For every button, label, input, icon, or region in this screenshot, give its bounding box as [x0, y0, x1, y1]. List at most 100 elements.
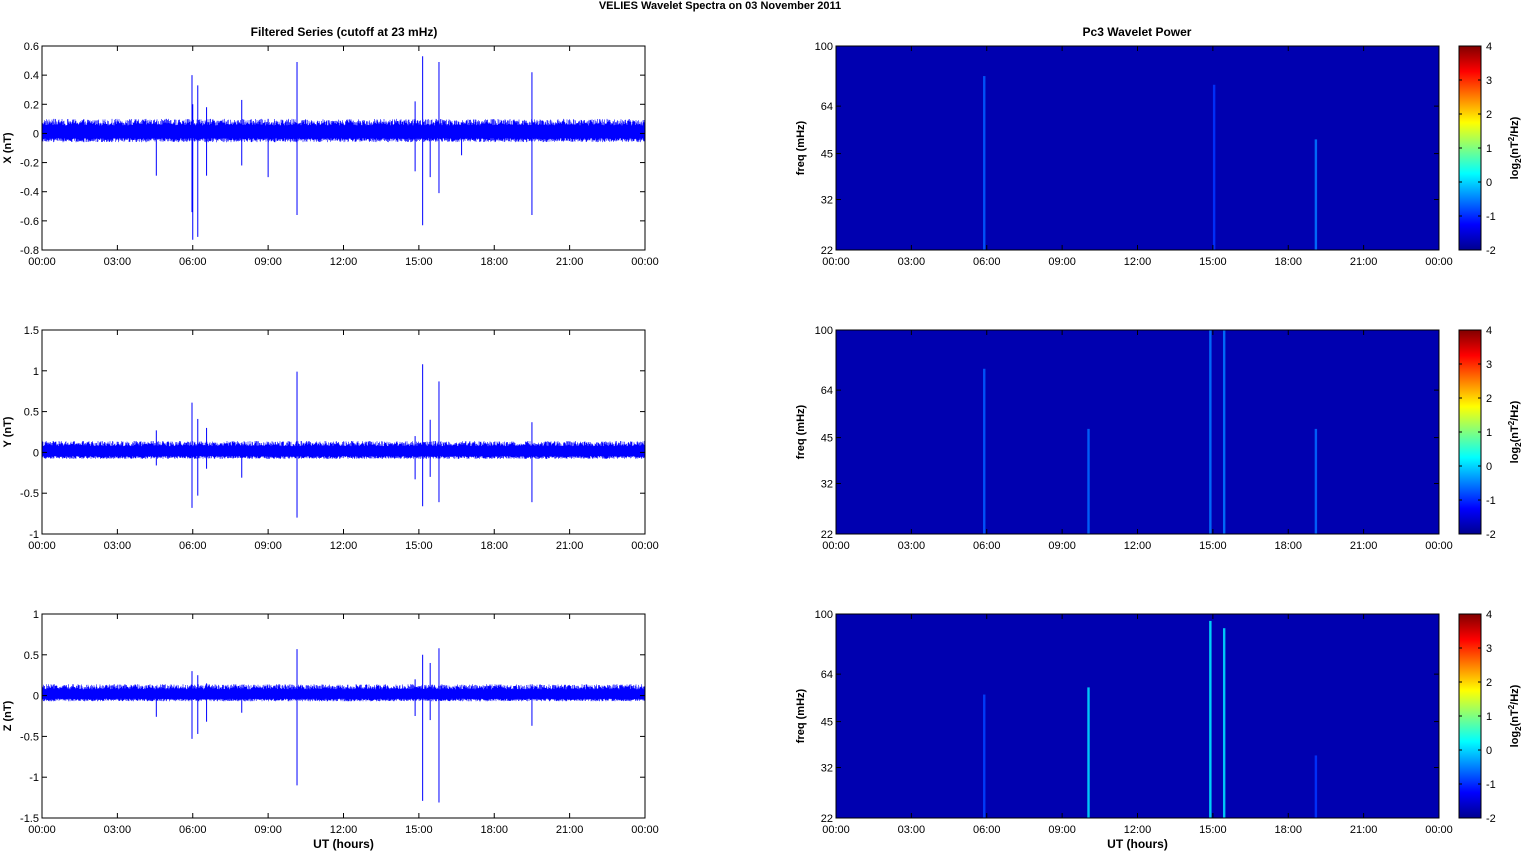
- y-tick-label: 32: [821, 479, 833, 491]
- x-tick-label: 09:00: [254, 540, 282, 552]
- x-tick-label: 21:00: [556, 256, 584, 268]
- colorbar-tick-label: 1: [1486, 427, 1492, 439]
- y-tick-label: 22: [821, 529, 833, 541]
- x-tick-label: 03:00: [104, 256, 132, 268]
- y-tick-label: 0.6: [24, 41, 39, 53]
- x-axis-label: UT (hours): [1107, 837, 1168, 851]
- colorbar-label-part: (nT: [1509, 141, 1521, 158]
- y-tick-label: 0.5: [24, 650, 39, 662]
- y-tick-label: 100: [815, 41, 833, 53]
- colorbar-label-subscript: 2: [1514, 726, 1523, 731]
- spectrum-burst-4: [1314, 428, 1318, 534]
- y-axis-label: X (nT): [2, 132, 14, 163]
- colorbar-tick-label: -1: [1486, 211, 1496, 223]
- x-tick-label: 21:00: [1350, 540, 1378, 552]
- y-tick-label: 0: [33, 128, 39, 140]
- x-tick-label: 15:00: [1199, 824, 1227, 836]
- left-column-title: Filtered Series (cutoff at 23 mHz): [251, 25, 438, 39]
- x-tick-label: 18:00: [480, 824, 508, 836]
- colorbar-label-superscript: 2: [1507, 420, 1516, 425]
- y-tick-label: 45: [821, 433, 833, 445]
- x-tick-label: 09:00: [254, 824, 282, 836]
- y-tick-label: 0: [33, 691, 39, 703]
- y-tick-label: 22: [821, 813, 833, 825]
- x-tick-label: 06:00: [179, 824, 207, 836]
- y-tick-label: 100: [815, 325, 833, 337]
- x-tick-label: 21:00: [1350, 256, 1378, 268]
- y-tick-label: 32: [821, 763, 833, 775]
- colorbar-tick-label: 0: [1486, 745, 1492, 757]
- plot-area: [42, 614, 645, 818]
- colorbar-tick-label: 0: [1486, 177, 1492, 189]
- x-tick-label: 09:00: [1048, 540, 1076, 552]
- y-tick-label: 0.2: [24, 99, 39, 111]
- y-tick-label: 45: [821, 149, 833, 161]
- spectrum-burst-3: [1222, 628, 1226, 818]
- x-tick-label: 09:00: [1048, 256, 1076, 268]
- y-tick-label: 0.5: [24, 407, 39, 419]
- y-axis-label: Y (nT): [2, 416, 14, 447]
- x-tick-label: 00:00: [1425, 256, 1453, 268]
- spectrum-burst-3: [1222, 330, 1226, 534]
- x-tick-label: 03:00: [898, 824, 926, 836]
- spectrum-burst-4: [1314, 755, 1318, 818]
- colorbar-tick-label: 2: [1486, 393, 1492, 405]
- x-tick-label: 21:00: [556, 824, 584, 836]
- x-tick-label: 00:00: [822, 256, 850, 268]
- x-tick-label: 00:00: [28, 256, 56, 268]
- colorbar-label-part: (nT: [1509, 425, 1521, 442]
- colorbar-tick-label: 4: [1486, 41, 1492, 53]
- plot-area: [42, 46, 645, 250]
- x-tick-label: 00:00: [28, 540, 56, 552]
- x-axis-label: UT (hours): [313, 837, 374, 851]
- x-tick-label: 06:00: [179, 256, 207, 268]
- x-tick-label: 00:00: [822, 824, 850, 836]
- colorbar-label-part: /Hz): [1509, 400, 1521, 421]
- spectrum-burst-2: [1209, 620, 1212, 818]
- spectrum-burst-1: [1212, 84, 1216, 250]
- y-tick-label: -0.2: [20, 158, 39, 170]
- right-column-title: Pc3 Wavelet Power: [1083, 25, 1192, 39]
- x-tick-label: 15:00: [1199, 256, 1227, 268]
- x-tick-label: 12:00: [1124, 540, 1152, 552]
- colorbar-tick-label: 3: [1486, 359, 1492, 371]
- y-tick-label: -1: [29, 772, 39, 784]
- y-tick-label: -0.5: [20, 488, 39, 500]
- colorbar-tick-label: -1: [1486, 779, 1496, 791]
- y-tick-label: 64: [821, 101, 833, 113]
- colorbar-tick-label: 3: [1486, 75, 1492, 87]
- signal-trace: [41, 441, 646, 459]
- x-tick-label: 00:00: [28, 824, 56, 836]
- colorbar-label-part: (nT: [1509, 709, 1521, 726]
- y-tick-label: -0.5: [20, 731, 39, 743]
- y-tick-label: 32: [821, 195, 833, 207]
- colorbar: [1458, 329, 1482, 535]
- x-tick-label: 15:00: [1199, 540, 1227, 552]
- x-tick-label: 00:00: [1425, 540, 1453, 552]
- spectrum-burst-1: [1087, 428, 1090, 534]
- spectrum-burst-0: [983, 368, 986, 534]
- colorbar-tick-label: 1: [1486, 711, 1492, 723]
- colorbar-label: log2(nT2/Hz): [1507, 116, 1523, 179]
- y-tick-label: -0.6: [20, 216, 39, 228]
- x-tick-label: 00:00: [631, 540, 659, 552]
- y-axis-label: Z (nT): [2, 700, 14, 731]
- x-tick-label: 03:00: [104, 824, 132, 836]
- x-tick-label: 06:00: [973, 256, 1001, 268]
- x-tick-label: 12:00: [330, 256, 358, 268]
- y-tick-label: 45: [821, 717, 833, 729]
- colorbar-label-subscript: 2: [1514, 158, 1523, 163]
- y-tick-label: 64: [821, 669, 833, 681]
- spectrum-background: [836, 614, 1439, 818]
- x-tick-label: 18:00: [1274, 256, 1302, 268]
- colorbar-tick-label: 4: [1486, 609, 1492, 621]
- y-tick-label: -1.5: [20, 813, 39, 825]
- y-tick-label: 1: [33, 366, 39, 378]
- x-tick-label: 09:00: [254, 256, 282, 268]
- x-tick-label: 15:00: [405, 540, 433, 552]
- spectrum-burst-0: [983, 76, 986, 250]
- y-tick-label: 0: [33, 447, 39, 459]
- colorbar-tick-label: 1: [1486, 143, 1492, 155]
- y-tick-label: -1: [29, 529, 39, 541]
- y-axis-label: freq (mHz): [795, 120, 807, 175]
